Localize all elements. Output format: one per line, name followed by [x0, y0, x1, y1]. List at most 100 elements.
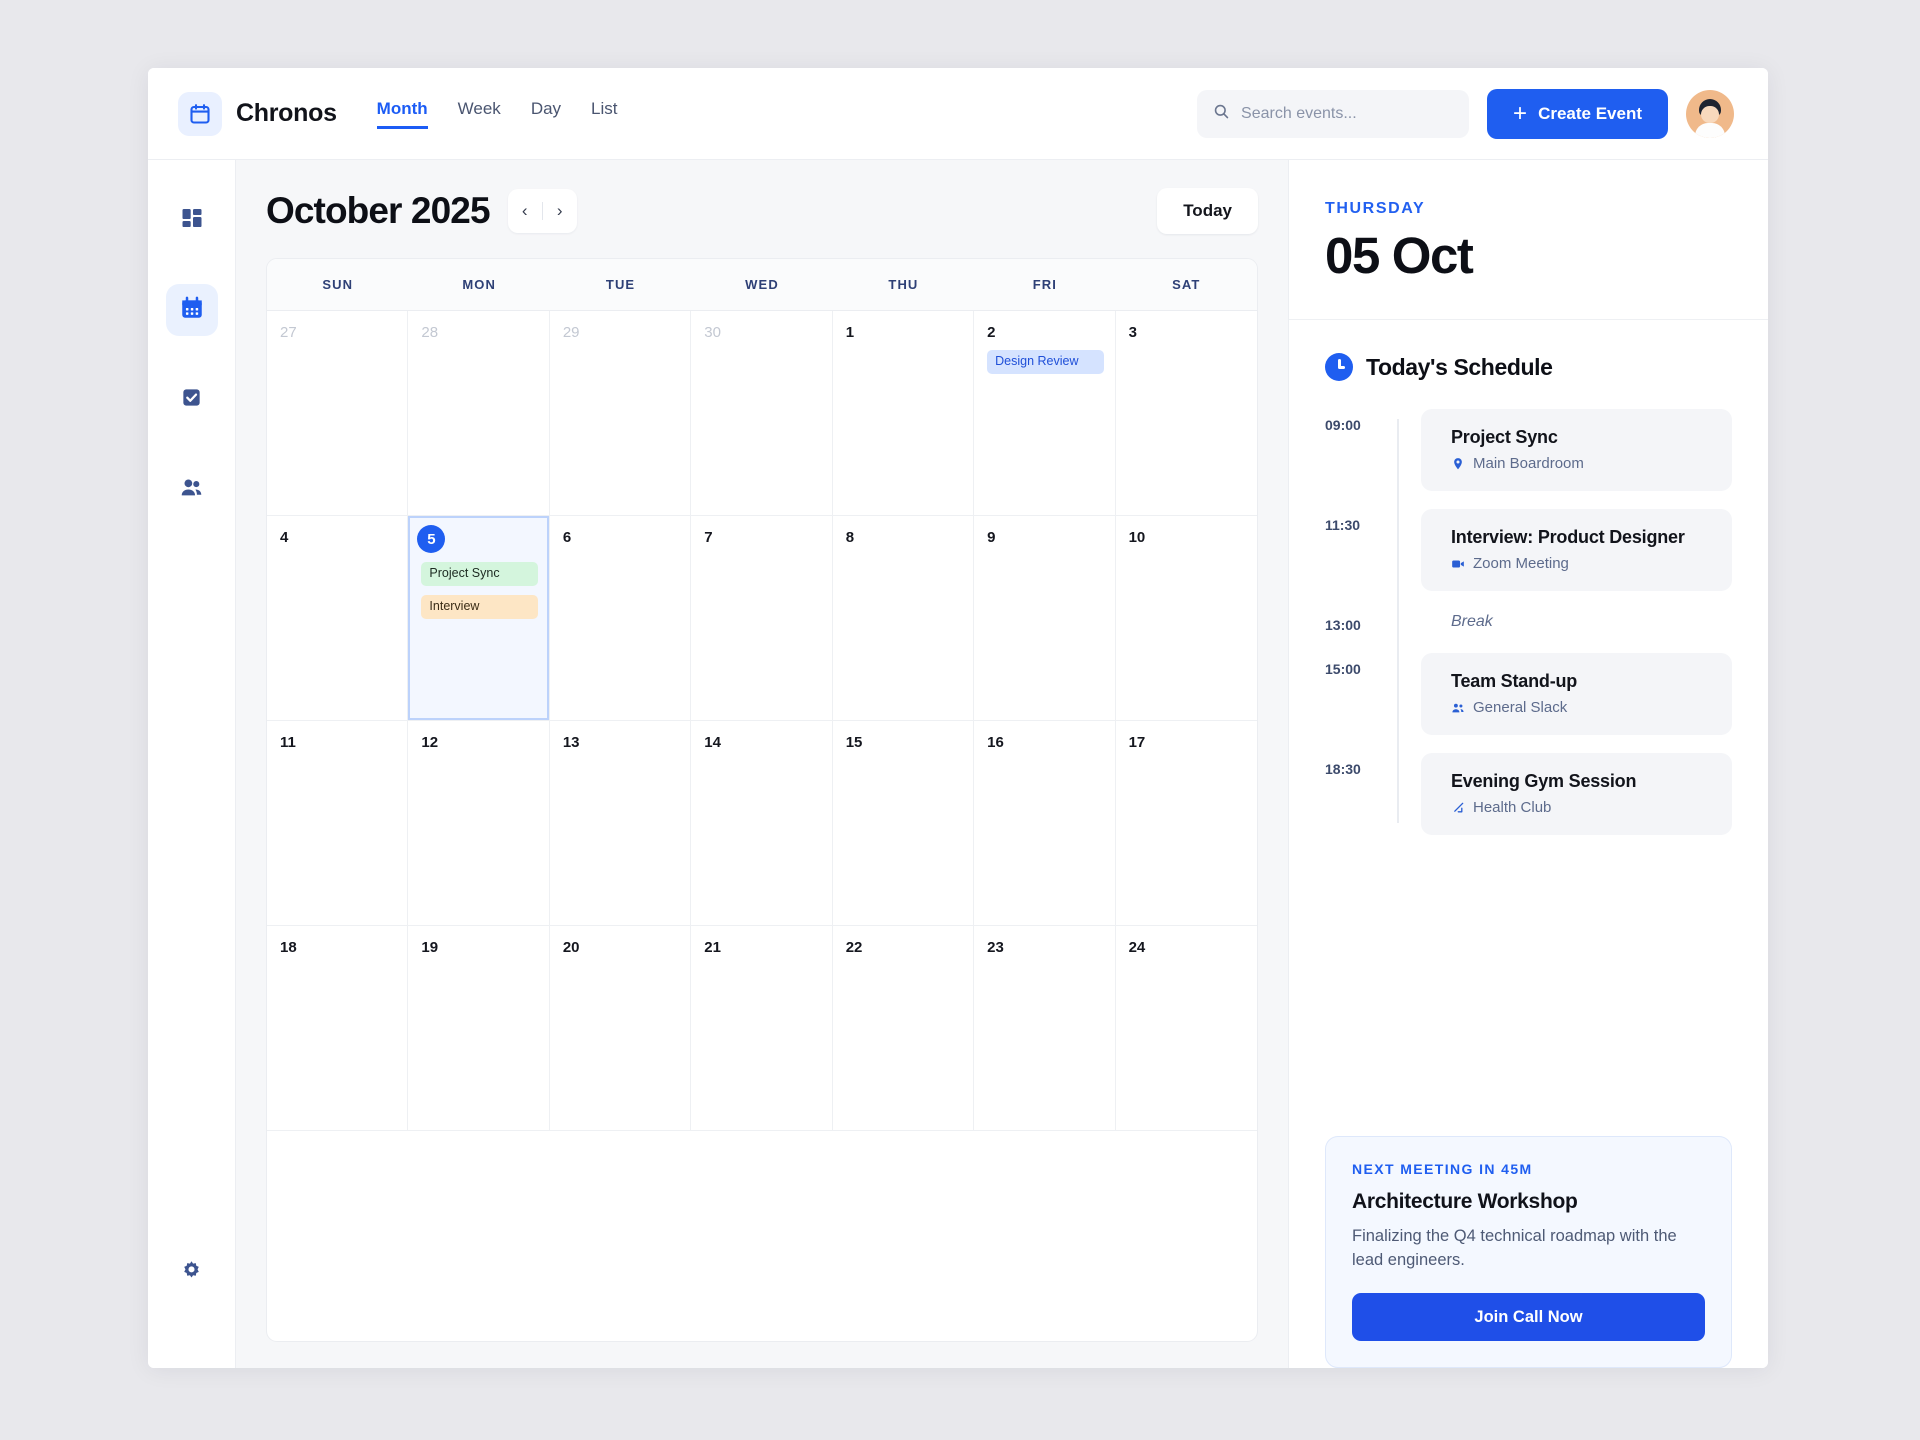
sidebar-item-people[interactable] [166, 464, 218, 516]
day-number: 20 [562, 939, 580, 956]
schedule-event-meta-text: Zoom Meeting [1473, 555, 1569, 572]
schedule-event-meta-text: Main Boardroom [1473, 455, 1584, 472]
day-cell-19[interactable]: 19 [408, 926, 550, 1130]
day-cell-4[interactable]: 4 [267, 516, 409, 720]
calendar-pane: October 2025 ‹ › Today SUN MON TUE WED T… [236, 160, 1288, 1368]
tab-list[interactable]: List [591, 98, 618, 118]
schedule-event-meta: Main Boardroom [1451, 455, 1712, 472]
day-cell-24[interactable]: 24 [1116, 926, 1257, 1130]
day-number: 1 [845, 324, 855, 341]
weekday-header-row: SUN MON TUE WED THU FRI SAT [267, 259, 1257, 311]
day-cell-10[interactable]: 10 [1116, 516, 1257, 720]
day-cell-8[interactable]: 8 [833, 516, 975, 720]
day-cell-18[interactable]: 18 [267, 926, 409, 1130]
user-avatar[interactable] [1686, 89, 1734, 138]
sidebar-item-calendar[interactable] [165, 284, 218, 336]
calendar-week-row: 4 5 Project Sync Interview 6 7 8 9 10 [267, 516, 1257, 721]
create-event-button[interactable]: + Create Event [1487, 88, 1668, 139]
sidebar-item-dashboard[interactable] [166, 194, 218, 246]
day-cell-15[interactable]: 15 [833, 721, 975, 925]
schedule-event-title: Evening Gym Session [1451, 771, 1637, 791]
day-number: 16 [987, 734, 1004, 751]
event-pill[interactable]: Project Sync [421, 562, 538, 586]
timeline-row: 09:00 Project Sync Main Boardroom [1325, 409, 1732, 491]
plus-icon: + [1513, 99, 1528, 127]
schedule-event-meta: Health Club [1451, 799, 1712, 816]
schedule-event-card[interactable]: Project Sync Main Boardroom [1421, 409, 1732, 491]
schedule-event-meta-text: General Slack [1473, 699, 1568, 716]
sidebar-rail [148, 160, 236, 1368]
next-meeting-card: NEXT MEETING IN 45M Architecture Worksho… [1325, 1136, 1732, 1368]
day-cell-14[interactable]: 14 [691, 721, 833, 925]
day-number: 10 [1128, 529, 1146, 546]
schedule-event-card[interactable]: Team Stand-up General Slack [1421, 653, 1732, 735]
day-cell-20[interactable]: 20 [550, 926, 692, 1130]
day-cell-13[interactable]: 13 [550, 721, 692, 925]
timeline-row: 18:30 Evening Gym Session Health Club [1325, 753, 1732, 835]
schedule-event-card[interactable]: Evening Gym Session Health Club [1421, 753, 1732, 835]
day-cell-5[interactable]: 5 Project Sync Interview [408, 516, 550, 720]
search-input[interactable]: Search events... [1197, 89, 1470, 138]
weekday-sun: SUN [322, 277, 354, 292]
schedule-event-meta-text: Health Club [1473, 799, 1552, 816]
timeline-time: 11:30 [1325, 517, 1361, 533]
checkbox-tasks-icon [180, 386, 203, 414]
day-cell-29[interactable]: 29 [550, 311, 692, 515]
day-cell-2[interactable]: 2 Design Review [974, 311, 1116, 515]
join-call-button[interactable]: Join Call Now [1352, 1293, 1705, 1341]
next-month-button[interactable]: › [556, 201, 563, 220]
day-cell-7[interactable]: 7 [691, 516, 833, 720]
weekday-sat: SAT [1172, 277, 1201, 292]
day-cell-9[interactable]: 9 [974, 516, 1116, 720]
day-cell-30[interactable]: 30 [691, 311, 833, 515]
schedule-event-title: Team Stand-up [1451, 671, 1578, 691]
day-cell-6[interactable]: 6 [550, 516, 692, 720]
tab-month[interactable]: Month [376, 99, 428, 129]
day-number: 8 [845, 529, 855, 546]
calendar-icon [178, 91, 222, 136]
day-number: 27 [280, 324, 297, 341]
day-number: 22 [845, 939, 863, 956]
event-pill[interactable]: Design Review [987, 350, 1104, 374]
day-number: 12 [421, 734, 439, 751]
day-number: 21 [704, 939, 721, 956]
day-cell-22[interactable]: 22 [833, 926, 975, 1130]
calendar-icon [179, 295, 205, 326]
tab-week[interactable]: Week [457, 98, 501, 118]
sidebar-item-settings[interactable] [166, 1248, 218, 1300]
nav-divider [541, 202, 543, 220]
schedule-heading: Today's Schedule [1325, 353, 1732, 381]
schedule-event-title: Project Sync [1451, 427, 1558, 447]
day-cell-27[interactable]: 27 [267, 311, 409, 515]
day-cell-16[interactable]: 16 [974, 721, 1116, 925]
people-icon [179, 475, 204, 505]
day-cell-28[interactable]: 28 [408, 311, 550, 515]
app-title: Chronos [236, 99, 337, 127]
detail-date: 05 Oct [1325, 227, 1474, 284]
sidebar-item-tasks[interactable] [166, 374, 218, 426]
day-cell-23[interactable]: 23 [974, 926, 1116, 1130]
people-icon [1451, 701, 1465, 715]
tab-day[interactable]: Day [530, 98, 562, 118]
schedule-event-card[interactable]: Interview: Product Designer Zoom Meeting [1421, 509, 1732, 591]
day-cell-3[interactable]: 3 [1116, 311, 1257, 515]
day-cell-17[interactable]: 17 [1116, 721, 1257, 925]
detail-header: THURSDAY 05 Oct [1289, 160, 1768, 320]
timeline-row: 15:00 Team Stand-up General Slack [1325, 653, 1732, 735]
day-cell-12[interactable]: 12 [408, 721, 550, 925]
next-meeting-title: Architecture Workshop [1352, 1190, 1578, 1214]
schedule-title: Today's Schedule [1366, 353, 1553, 380]
schedule-timeline: 09:00 Project Sync Main Boardroom 11:30 Inte… [1325, 409, 1732, 835]
event-pill[interactable]: Interview [421, 594, 538, 619]
today-button[interactable]: Today [1157, 188, 1258, 234]
page-title: October 2025 [266, 190, 491, 231]
day-cell-11[interactable]: 11 [267, 721, 409, 925]
day-cell-1[interactable]: 1 [833, 311, 975, 515]
day-cell-21[interactable]: 21 [691, 926, 833, 1130]
avatar-face [1701, 105, 1719, 123]
schedule-event-title: Interview: Product Designer [1451, 527, 1685, 547]
prev-month-button[interactable]: ‹ [521, 201, 528, 220]
calendar-empty-row [267, 1131, 1257, 1341]
next-meeting-kicker: NEXT MEETING IN 45M [1352, 1161, 1533, 1178]
calendar-week-row: 27 28 29 30 1 2 Design Review 3 [267, 311, 1257, 516]
